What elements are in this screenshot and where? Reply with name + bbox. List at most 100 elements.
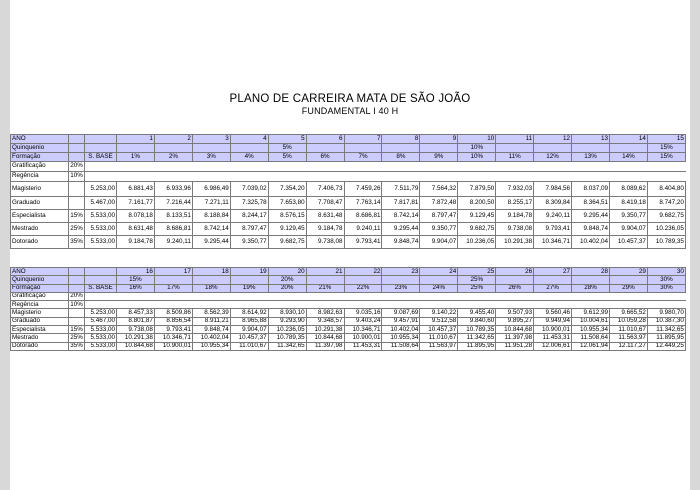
salary-cell: 10.844,68 [495, 325, 535, 335]
empty-cell [533, 291, 572, 302]
salary-cell: 11.397,98 [495, 333, 535, 343]
empty-cell [381, 171, 420, 182]
quinquenio-label: Quinquenio [10, 275, 69, 285]
quinquenio-cell [419, 143, 459, 153]
salary-cell: 8.686,81 [343, 209, 383, 223]
gratificacao-label: Gratificação [10, 291, 69, 302]
formacao-cell: 4% [229, 152, 269, 162]
salary-cell: 10.900,01 [533, 325, 573, 335]
salary-cell: 9.184,78 [495, 209, 535, 223]
quinquenio-cell [229, 143, 269, 153]
row-quinquenio: Quinquenio 15% 20% 25% 30% [10, 275, 686, 285]
salary-cell: 10.955,34 [191, 341, 231, 351]
gratificacao-label: Gratificação [10, 161, 69, 172]
salary-cell: 9.848,74 [571, 222, 610, 236]
year-cell: 15 [646, 134, 686, 144]
salary-cell: 9.980,70 [646, 308, 686, 318]
quinquenio-cell [343, 275, 383, 285]
salary-cell: 10.346,71 [533, 235, 573, 249]
salary-cell: 7.511,79 [381, 181, 421, 197]
salary-cell: 10.955,34 [381, 333, 421, 343]
category-label: Dotorado [10, 235, 69, 249]
salary-cell: 7.763,14 [343, 196, 383, 210]
empty-cell [84, 300, 117, 310]
empty-cell [267, 300, 307, 310]
empty-cell [343, 291, 382, 302]
salary-cell: 9.793,41 [153, 325, 193, 335]
salary-cell: 10.900,01 [343, 333, 383, 343]
formacao-cell: 7% [343, 152, 383, 162]
base-salary: 5.533,00 [84, 333, 117, 343]
year-cell: 22 [343, 266, 383, 277]
salary-cell: 9.682,75 [646, 209, 686, 223]
empty-cell [381, 300, 420, 310]
empty-cell [571, 171, 610, 182]
empty-cell [191, 300, 231, 310]
salary-cell: 9.840,60 [457, 316, 497, 327]
salary-cell: 9.350,77 [419, 222, 459, 236]
salary-cell: 11.342,65 [646, 325, 686, 335]
formacao-cell: 1% [116, 152, 155, 162]
salary-cell: 10.236,05 [267, 325, 307, 335]
salary-cell: 9.184,78 [305, 222, 345, 236]
empty-cell [116, 291, 155, 302]
salary-cell: 9.793,41 [533, 222, 573, 236]
empty-cell [84, 134, 117, 144]
year-cell: 29 [608, 266, 648, 277]
salary-cell: 7.325,78 [229, 196, 269, 210]
salary-cell: 8.801,87 [116, 316, 155, 327]
empty-cell [267, 171, 307, 182]
salary-cell: 10.900,01 [153, 341, 193, 351]
empty-cell [229, 300, 269, 310]
year-cell: 12 [533, 134, 573, 144]
empty-cell [229, 161, 269, 172]
empty-cell [116, 171, 155, 182]
category-label: Magisterio [10, 181, 69, 197]
salary-cell: 11.895,95 [457, 341, 497, 351]
base-salary: 5.533,00 [84, 235, 117, 249]
empty-cell [381, 291, 420, 302]
regencia-label: Regência [10, 300, 69, 310]
salary-cell: 9.035,16 [343, 308, 383, 318]
salary-cell: 8.965,88 [229, 316, 269, 327]
salary-cell: 8.911,21 [191, 316, 231, 327]
empty-cell [68, 134, 85, 144]
row-formacao: Formação S. BASE 1% 2% 3% 4% 5% 6% 7% 8% 9% 10% 11% 1… [10, 152, 686, 162]
year-cell: 1 [116, 134, 155, 144]
quinquenio-cell: 20% [267, 275, 307, 285]
quinquenio-cell [533, 143, 573, 153]
salary-cell: 10.789,35 [646, 235, 686, 249]
document-title: PLANO DE CARREIRA MATA DE SÃO JOÃO [229, 93, 471, 105]
row-gratificacao: Gratificação 20% [10, 161, 686, 172]
salary-cell: 11.453,31 [343, 341, 383, 351]
formacao-cell: 24% [419, 283, 459, 293]
salary-cell: 7.817,81 [381, 196, 421, 210]
empty-cell [229, 171, 269, 182]
salary-cell: 8.742,14 [191, 222, 231, 236]
salary-cell: 10.844,68 [305, 333, 345, 343]
formacao-cell: 10% [457, 152, 497, 162]
empty-cell [343, 161, 382, 172]
empty-cell [84, 143, 117, 153]
salary-cell: 8.562,39 [191, 308, 231, 318]
year-cell: 6 [305, 134, 345, 144]
salary-cell: 10.236,05 [457, 235, 497, 249]
formacao-cell: 27% [533, 283, 573, 293]
salary-cell: 11.453,31 [533, 333, 573, 343]
empty-cell [457, 161, 496, 172]
formacao-cell: 25% [457, 283, 497, 293]
salary-cell: 10.346,71 [153, 333, 193, 343]
empty-cell [229, 291, 269, 302]
salary-cell: 8.982,63 [305, 308, 345, 318]
salary-cell: 12.117,27 [608, 341, 648, 351]
sbase-label: S. BASE [84, 283, 117, 293]
regencia-label: Regência [10, 171, 69, 182]
salary-cell: 7.653,80 [267, 196, 307, 210]
row-gratificacao: Gratificação 20% [10, 291, 686, 302]
quinquenio-cell [381, 275, 421, 285]
quinquenio-cell [608, 275, 648, 285]
quinquenio-label: Quinquenio [10, 143, 69, 153]
empty-cell [457, 171, 496, 182]
salary-cell: 10.387,30 [646, 316, 686, 327]
empty-cell [84, 291, 117, 302]
